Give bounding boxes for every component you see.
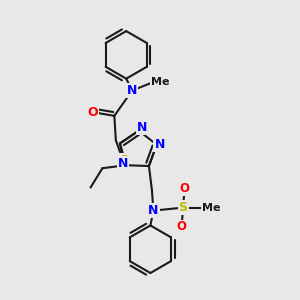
Text: O: O xyxy=(88,106,98,119)
Text: Me: Me xyxy=(202,202,220,213)
Text: N: N xyxy=(136,121,147,134)
Text: N: N xyxy=(118,157,128,170)
Text: S: S xyxy=(119,154,128,167)
Text: O: O xyxy=(177,220,187,233)
Text: S: S xyxy=(178,201,188,214)
Text: N: N xyxy=(127,84,137,97)
Text: Me: Me xyxy=(151,76,170,87)
Text: N: N xyxy=(148,204,159,217)
Text: O: O xyxy=(180,182,190,195)
Text: N: N xyxy=(154,138,165,151)
